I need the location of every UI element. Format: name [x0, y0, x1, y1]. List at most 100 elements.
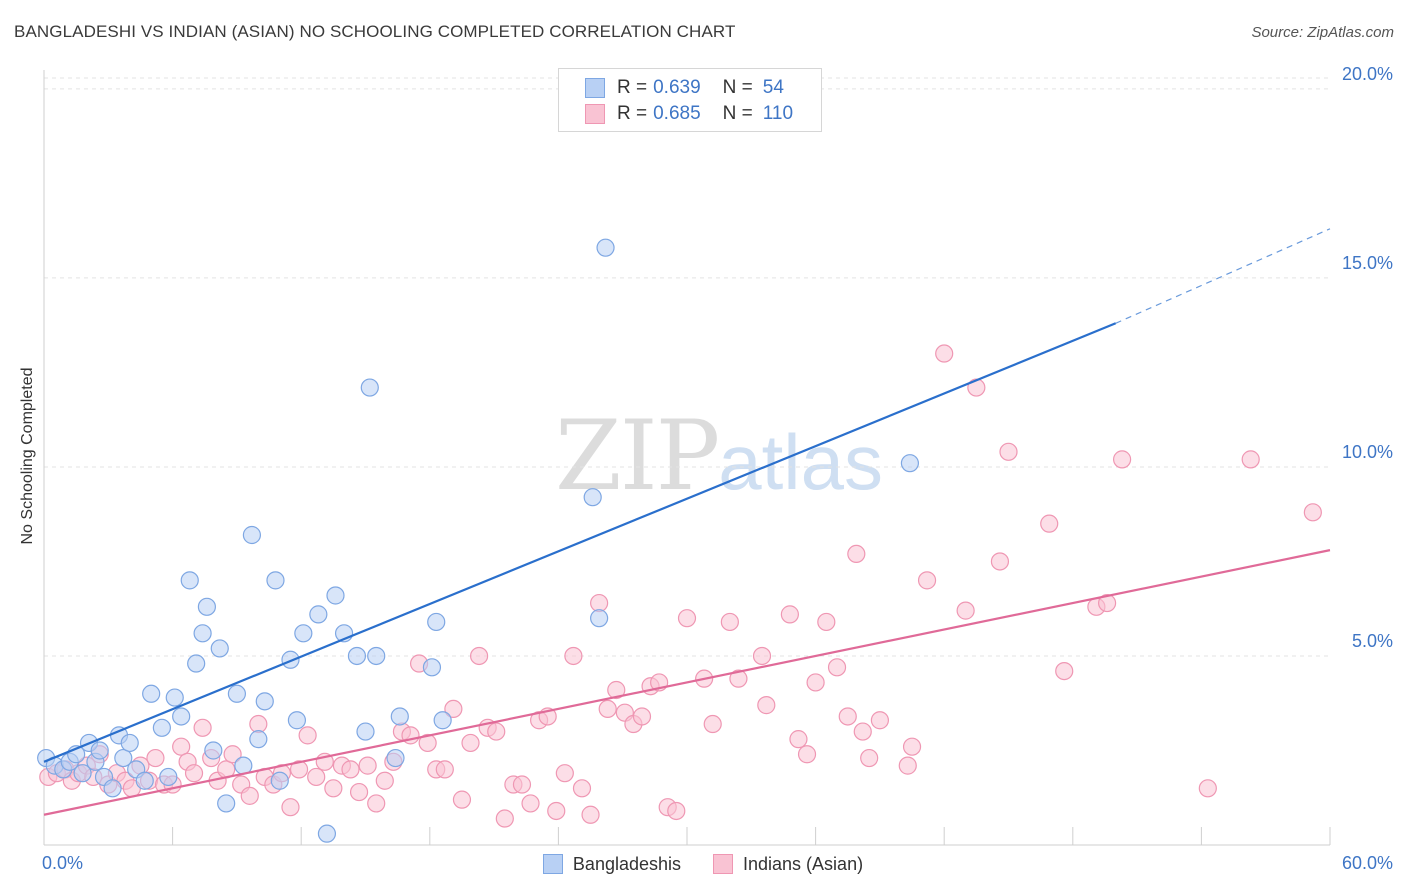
legend-item-indians[interactable]: Indians (Asian) [713, 854, 863, 875]
indian-asian-point [632, 707, 652, 726]
grid-lines [44, 77, 1330, 657]
bangladeshi-point [326, 586, 345, 605]
indian-asian-point [172, 737, 191, 756]
bangladeshi-point [73, 764, 92, 783]
bangladeshi-point [390, 707, 409, 726]
indian-asian-trendline [43, 549, 1331, 816]
indian-asian-point [1040, 514, 1059, 533]
bangladeshi-point [172, 707, 191, 726]
bangladeshi-point [422, 658, 442, 677]
bangladeshi-point [187, 654, 206, 673]
bangladeshi-point [427, 612, 446, 632]
axes [43, 70, 1331, 846]
indian-asian-point [1097, 593, 1117, 613]
blue-swatch-icon [542, 854, 563, 874]
indian-asian-point [249, 714, 268, 734]
r-value: 0.685 [653, 103, 701, 124]
indian-asian-point [780, 605, 799, 624]
chart-title: BANGLADESHI VS INDIAN (ASIAN) NO SCHOOLI… [14, 22, 736, 41]
bangladeshi-point [249, 730, 268, 749]
bangladeshi-trendline [43, 322, 1117, 763]
indian-asian-point [838, 707, 857, 726]
indian-asian-point [375, 771, 394, 790]
bangladeshi-point [900, 454, 920, 473]
bangladeshi-point [356, 722, 375, 741]
indian-asian-point [307, 767, 326, 787]
indian-asian-point [281, 798, 300, 817]
indian-asian-point [827, 658, 847, 677]
indian-asian-point [752, 646, 772, 666]
indian-asian-point [990, 552, 1010, 571]
bangladeshi-point [281, 650, 300, 669]
indian-asian-point [495, 809, 514, 828]
indian-asian-point [469, 646, 489, 666]
blue-swatch-icon [585, 78, 605, 98]
indian-asian-point [1303, 503, 1322, 522]
indian-asian-point [860, 748, 879, 768]
bangladeshi-point [217, 794, 236, 813]
bangladeshi-point [433, 711, 452, 730]
indian-asian-point [806, 673, 825, 692]
indian-asian-point [677, 609, 697, 628]
indian-asian-point [1241, 450, 1260, 469]
bangladeshi-point [165, 688, 184, 707]
indian-asian-point [1112, 450, 1132, 469]
indian-asian-point [298, 726, 317, 745]
r-value: 0.639 [653, 77, 701, 98]
indian-asian-point [452, 790, 472, 809]
watermark-zip: ZIP [555, 400, 720, 512]
bangladeshi-point [367, 646, 386, 666]
source-label: Source: ZipAtlas.com [1251, 24, 1394, 41]
series-legend: Bangladeshis Indians (Asian) [0, 852, 1406, 876]
bangladeshi-point [204, 741, 223, 760]
indian-asian-point [418, 733, 437, 753]
indian-asian-point [512, 775, 532, 794]
indian-asian-point [607, 680, 626, 700]
legend-row-bangladeshis: R = 0.639 N = 54 [559, 75, 784, 101]
bangladeshi-point [360, 378, 379, 397]
bangladeshi-point [227, 684, 246, 703]
n-value: 54 [762, 77, 784, 98]
indian-asian-point [555, 764, 574, 783]
n-label: N = [722, 103, 753, 124]
bangladeshi-point [103, 779, 122, 798]
bangladeshi-point [317, 824, 337, 843]
indian-asian-point [358, 756, 377, 775]
indian-asian-point [581, 805, 600, 824]
pink-swatch-icon [713, 854, 734, 874]
bangladeshi-point [596, 238, 615, 257]
bangladeshi-point [180, 571, 199, 590]
bangladeshi-point [242, 525, 262, 545]
indian-asian-point [729, 669, 748, 688]
bangladeshi-point [255, 692, 274, 711]
indian-asian-point [703, 714, 722, 734]
legend-row-indians: R = 0.685 N = 110 [559, 101, 793, 127]
indian-asian-point [847, 544, 866, 564]
bangladeshi-point [120, 733, 139, 753]
indian-asian-point [184, 764, 204, 783]
bangladeshi-trendline-extension [1115, 228, 1331, 324]
indian-asian-point [898, 756, 917, 775]
legend-label-bangladeshis: Bangladeshis [572, 853, 682, 874]
y-tick-label: 20.0% [1342, 64, 1393, 84]
indian-asian-point [521, 794, 540, 813]
indian-asian-point [146, 748, 165, 768]
legend-item-bangladeshis[interactable]: Bangladeshis [542, 853, 682, 875]
bangladeshi-point [309, 605, 328, 624]
pink-swatch-icon [585, 104, 605, 124]
bangladeshi-point [347, 646, 367, 666]
n-value: 110 [762, 103, 794, 124]
x-tick-label: 0.0% [42, 853, 83, 873]
indian-asian-point [367, 794, 386, 813]
r-label: R = [617, 103, 648, 124]
indian-asian-point [797, 745, 817, 764]
bangladeshi-point [590, 609, 609, 628]
zipatlas-watermark: ZIPatlas [555, 400, 883, 512]
bangladeshi-point [90, 741, 109, 760]
bangladeshi-point [159, 767, 178, 787]
bangladeshi-point [266, 571, 285, 590]
y-tick-label: 5.0% [1352, 631, 1393, 651]
indian-asian-point [853, 722, 872, 741]
bangladeshi-point [386, 748, 405, 768]
y-tick-label: 15.0% [1342, 253, 1393, 273]
